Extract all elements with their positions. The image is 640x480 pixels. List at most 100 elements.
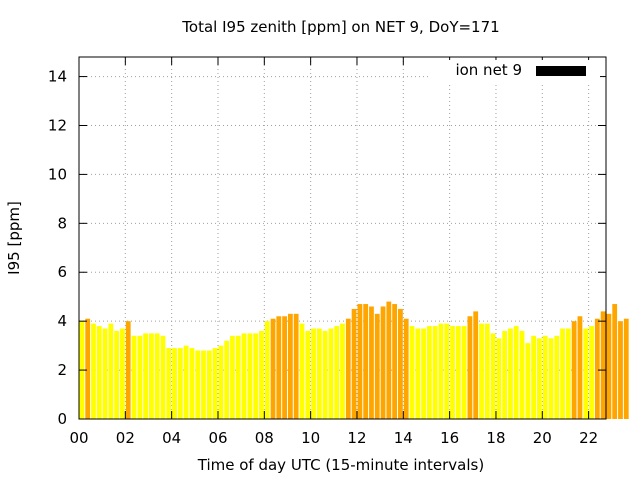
bar <box>148 333 154 419</box>
bar <box>537 338 542 419</box>
bar <box>374 313 380 419</box>
y-tick-label: 6 <box>57 263 67 281</box>
legend-label: ion net 9 <box>455 61 522 79</box>
bar <box>467 316 473 419</box>
bars <box>79 301 629 419</box>
bar <box>85 318 91 419</box>
bar <box>282 316 287 419</box>
legend: ion net 9 <box>428 60 600 84</box>
bar <box>334 326 340 419</box>
bar <box>154 333 160 419</box>
bar <box>137 335 143 419</box>
bar <box>160 335 166 419</box>
bar <box>606 313 612 419</box>
x-tick-label: 04 <box>162 429 181 447</box>
x-tick-label: 16 <box>440 429 459 447</box>
bar <box>398 308 403 419</box>
y-tick-label: 0 <box>57 410 67 428</box>
bar <box>461 326 467 419</box>
x-tick-labels: 00 02 04 06 08 10 12 14 16 18 20 22 <box>69 429 598 447</box>
bar <box>490 333 496 419</box>
bar <box>230 335 235 419</box>
legend-swatch <box>536 66 586 76</box>
bar <box>508 328 513 419</box>
bar <box>102 328 108 419</box>
x-tick-label: 12 <box>347 429 366 447</box>
bar <box>340 323 345 419</box>
bar <box>403 318 409 419</box>
x-tick-label: 20 <box>533 429 552 447</box>
bar <box>594 318 600 419</box>
bar <box>600 311 606 419</box>
bar <box>224 340 230 419</box>
bar <box>108 323 114 419</box>
bar <box>589 326 594 419</box>
bar <box>357 304 363 419</box>
bar <box>531 335 537 419</box>
bar <box>131 335 137 419</box>
x-tick-label: 06 <box>208 429 227 447</box>
bar <box>421 328 426 419</box>
bar <box>623 318 629 419</box>
bar <box>276 316 282 419</box>
bar <box>380 306 386 419</box>
bar <box>519 330 525 419</box>
bar <box>386 301 392 419</box>
bar <box>432 326 438 419</box>
grid-lines <box>79 57 606 419</box>
bar <box>114 330 120 419</box>
bar <box>247 333 253 419</box>
bar <box>479 323 484 419</box>
x-axis-label: Time of day UTC (15-minute intervals) <box>197 456 484 474</box>
bar <box>143 333 148 419</box>
bar <box>583 328 589 419</box>
bar <box>120 328 125 419</box>
bar <box>166 348 172 419</box>
x-tick-label: 00 <box>69 429 88 447</box>
bar <box>345 318 351 419</box>
bar <box>270 318 276 419</box>
bar <box>189 348 195 419</box>
bar <box>241 333 247 419</box>
bar <box>548 338 554 419</box>
bar <box>259 330 264 419</box>
bar <box>235 335 241 419</box>
x-tick-label: 14 <box>394 429 413 447</box>
bar <box>554 335 560 419</box>
bar <box>444 323 450 419</box>
bar <box>316 328 322 419</box>
y-tick-label: 2 <box>57 361 67 379</box>
bar <box>206 350 212 419</box>
bar <box>571 321 577 419</box>
chart-title: Total I95 zenith [ppm] on NET 9, DoY=171 <box>181 18 499 36</box>
y-tick-label: 10 <box>48 165 67 183</box>
bar <box>369 306 374 419</box>
bar <box>264 321 270 419</box>
bar <box>450 326 455 419</box>
bar <box>473 311 479 419</box>
bar <box>328 328 334 419</box>
x-tick-label: 22 <box>579 429 598 447</box>
bar <box>287 313 293 419</box>
bar <box>183 345 189 419</box>
bar <box>618 321 623 419</box>
x-tick-label: 02 <box>116 429 135 447</box>
bar <box>415 328 421 419</box>
bar <box>502 330 508 419</box>
x-tick-label: 10 <box>301 429 320 447</box>
bar <box>438 323 444 419</box>
bar <box>253 333 259 419</box>
bar <box>172 348 177 419</box>
bar <box>455 326 461 419</box>
bar <box>91 323 96 419</box>
y-tick-label: 12 <box>48 116 67 134</box>
bar <box>496 338 502 419</box>
bar <box>363 304 369 419</box>
bar <box>218 345 224 419</box>
bar <box>201 350 206 419</box>
bar <box>299 323 305 419</box>
bar <box>96 326 102 419</box>
bar <box>560 328 565 419</box>
bar <box>612 304 618 419</box>
